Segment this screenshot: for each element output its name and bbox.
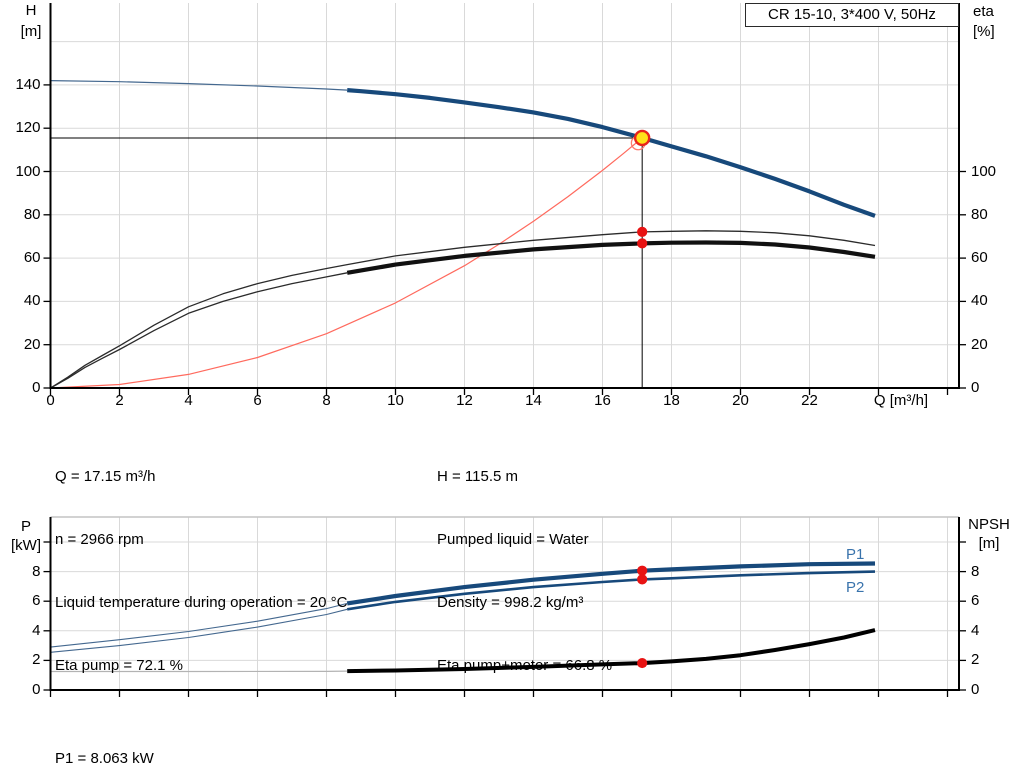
annotation-flow: Q = 17.15 m³/h: [55, 468, 156, 485]
p1-curve: [346, 561, 876, 606]
eta-pump-motor-curve: [346, 240, 876, 275]
annotation-temperature: Liquid temperature during operation = 20…: [55, 594, 348, 611]
eta-pump-dot: [637, 226, 648, 238]
p1-curve-label: P1: [846, 546, 865, 563]
p2-curve-label: P2: [846, 579, 865, 596]
annotation-liquid: Pumped liquid = Water: [437, 531, 589, 548]
npsh-curve: [347, 628, 876, 674]
annotation-head: H = 115.5 m: [437, 468, 519, 485]
top-right-axis-unit-1: eta: [973, 3, 994, 20]
top-right-axis-unit-2: [%]: [973, 23, 995, 40]
top-left-axis-unit-2: [m]: [20, 23, 42, 40]
pump-designation-box: CR 15-10, 3*400 V, 50Hz: [745, 3, 959, 27]
top-x-axis-unit: Q [m³/h]: [873, 392, 929, 409]
p2-dot: [637, 574, 648, 585]
p2-curve: [347, 570, 876, 611]
top-annotations-right: H = 115.5 m Pumped liquid = Water Densit…: [437, 424, 612, 718]
operating-point-marker: [633, 129, 651, 147]
bottom-right-axis-unit-1: NPSH: [968, 516, 1010, 533]
bottom-left-axis-unit-1: P: [20, 518, 31, 535]
p1-dot: [637, 565, 648, 576]
eta-pump-curve: [50, 230, 876, 389]
eta-pump-motor-dot: [637, 238, 648, 249]
head-curve: [347, 88, 876, 218]
eta-pump-motor-curve-thin: [50, 272, 348, 389]
annotation-p1: P1 = 8.063 kW: [55, 750, 154, 767]
annotation-density: Density = 998.2 kg/m³: [437, 594, 584, 611]
top-annotations-left: Q = 17.15 m³/h n = 2966 rpm Liquid tempe…: [55, 424, 347, 718]
npsh-dot: [637, 657, 648, 669]
head-curve-thin: [50, 80, 348, 91]
bottom-right-axis-unit-2: [m]: [978, 535, 1000, 552]
p1-curve-thin: [50, 602, 348, 648]
top-left-axis-unit-1: H: [25, 2, 37, 19]
p2-curve-thin: [50, 608, 348, 653]
bottom-annotations: P1 = 8.063 kW P2 = 7.473 kW NPSH = 1.82 …: [55, 706, 160, 781]
annotation-eta-pump-motor: Eta pump+motor = 66.8 %: [437, 657, 613, 674]
bottom-left-axis-unit-2: [kW]: [11, 537, 41, 554]
annotation-eta-pump: Eta pump = 72.1 %: [55, 657, 183, 674]
system-curve: [50, 137, 643, 389]
annotation-speed: n = 2966 rpm: [55, 531, 144, 548]
